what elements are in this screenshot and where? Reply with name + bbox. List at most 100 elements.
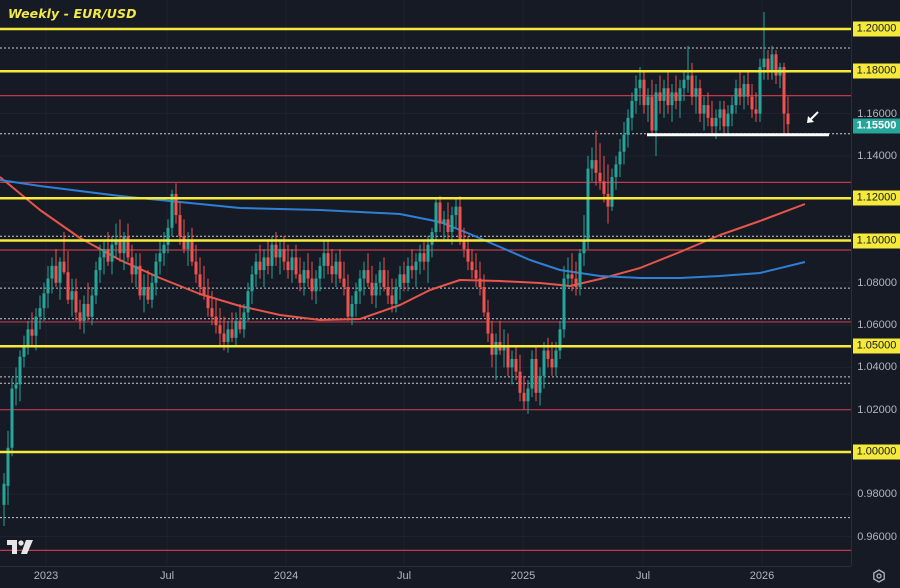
candle-bullish[interactable] (170, 193, 174, 228)
candle-bearish[interactable] (570, 274, 574, 279)
candle-bearish[interactable] (786, 113, 790, 125)
settings-gear-icon[interactable] (872, 569, 886, 583)
candle-bearish[interactable] (506, 346, 510, 368)
candle-bearish[interactable] (386, 287, 390, 296)
candle-bearish[interactable] (458, 206, 462, 241)
candle-bearish[interactable] (422, 253, 426, 262)
candle-bullish[interactable] (2, 483, 6, 505)
candle-bearish[interactable] (746, 83, 750, 97)
candle-bullish[interactable] (714, 117, 718, 127)
candle-bearish[interactable] (126, 236, 130, 258)
candle-bullish[interactable] (246, 291, 250, 313)
candle-bullish[interactable] (50, 265, 54, 279)
candle-bullish[interactable] (454, 206, 458, 216)
candle-bearish[interactable] (534, 358, 538, 393)
candle-bullish[interactable] (378, 270, 382, 283)
candle-bearish[interactable] (182, 236, 186, 249)
candle-bullish[interactable] (502, 346, 506, 351)
candle-bullish[interactable] (578, 253, 582, 288)
candle-bearish[interactable] (310, 278, 314, 292)
candle-bearish[interactable] (522, 392, 526, 402)
candle-bullish[interactable] (314, 278, 318, 292)
candle-bearish[interactable] (402, 274, 406, 283)
candle-bullish[interactable] (610, 177, 614, 207)
candle-bearish[interactable] (574, 278, 578, 288)
candle-bearish[interactable] (710, 117, 714, 127)
candle-bullish[interactable] (114, 240, 118, 245)
candle-bearish[interactable] (478, 278, 482, 288)
candle-bullish[interactable] (394, 287, 398, 304)
candle-bearish[interactable] (602, 181, 606, 194)
candle-bearish[interactable] (550, 358, 554, 368)
candle-bullish[interactable] (98, 257, 102, 271)
candle-bullish[interactable] (166, 227, 170, 245)
candle-bearish[interactable] (674, 92, 678, 101)
candle-bearish[interactable] (650, 96, 654, 131)
candle-bearish[interactable] (546, 350, 550, 359)
candle-bearish[interactable] (470, 261, 474, 271)
candle-bearish[interactable] (698, 88, 702, 114)
candle-bullish[interactable] (678, 88, 682, 101)
candle-bullish[interactable] (426, 244, 430, 262)
candle-bullish[interactable] (70, 291, 74, 300)
candle-bearish[interactable] (658, 92, 662, 101)
candle-bullish[interactable] (6, 447, 10, 486)
candle-bullish[interactable] (38, 308, 42, 317)
candle-bullish[interactable] (234, 320, 238, 338)
candle-bearish[interactable] (486, 312, 490, 334)
candle-bearish[interactable] (518, 371, 522, 393)
candle-bearish[interactable] (446, 219, 450, 233)
candle-bearish[interactable] (690, 75, 694, 97)
candle-bearish[interactable] (74, 291, 78, 313)
candle-bullish[interactable] (150, 282, 154, 300)
candle-bullish[interactable] (730, 105, 734, 114)
candle-bearish[interactable] (86, 303, 90, 317)
candle-bullish[interactable] (566, 274, 570, 279)
candle-bearish[interactable] (466, 248, 470, 262)
candle-bullish[interactable] (302, 270, 306, 283)
candle-bullish[interactable] (494, 342, 498, 355)
candle-bullish[interactable] (638, 79, 642, 89)
candle-bullish[interactable] (442, 219, 446, 224)
candle-bullish[interactable] (662, 88, 666, 101)
candle-bearish[interactable] (130, 257, 134, 275)
candle-bearish[interactable] (774, 54, 778, 76)
candle-bullish[interactable] (10, 388, 14, 448)
candle-bearish[interactable] (282, 248, 286, 262)
price-axis[interactable]: 1.16000 1.14000 1.08000 1.06000 1.04000 1.020… (851, 0, 900, 566)
candle-bearish[interactable] (782, 67, 786, 114)
candle-bullish[interactable] (102, 248, 106, 258)
candle-bullish[interactable] (14, 384, 18, 389)
candle-bearish[interactable] (330, 265, 334, 275)
candle-bearish[interactable] (78, 312, 82, 321)
time-axis[interactable]: 2023 Jul 2024 Jul 2025 Jul 2026 (0, 566, 851, 588)
candle-bearish[interactable] (750, 96, 754, 110)
candle-bullish[interactable] (718, 109, 722, 118)
candle-bullish[interactable] (186, 240, 190, 249)
candle-bullish[interactable] (122, 236, 126, 254)
moving-average-long-line[interactable] (0, 179, 806, 279)
candle-bearish[interactable] (754, 109, 758, 114)
candle-bearish[interactable] (738, 88, 742, 97)
candle-bearish[interactable] (598, 172, 602, 182)
candle-bullish[interactable] (26, 329, 30, 347)
candle-bullish[interactable] (254, 261, 258, 275)
candle-bullish[interactable] (558, 329, 562, 351)
candle-bullish[interactable] (290, 257, 294, 271)
candle-bullish[interactable] (618, 151, 622, 165)
candle-bullish[interactable] (682, 79, 686, 89)
candle-bullish[interactable] (434, 202, 438, 233)
candle-bullish[interactable] (358, 278, 362, 292)
candle-bullish[interactable] (350, 303, 354, 317)
candle-bullish[interactable] (262, 257, 266, 271)
candle-bullish[interactable] (242, 312, 246, 330)
candle-bullish[interactable] (418, 253, 422, 262)
candle-bullish[interactable] (654, 92, 658, 131)
candle-bullish[interactable] (90, 295, 94, 317)
candle-bullish[interactable] (354, 291, 358, 304)
candle-bearish[interactable] (206, 295, 210, 309)
candle-bullish[interactable] (450, 215, 454, 233)
candle-bearish[interactable] (346, 287, 350, 317)
